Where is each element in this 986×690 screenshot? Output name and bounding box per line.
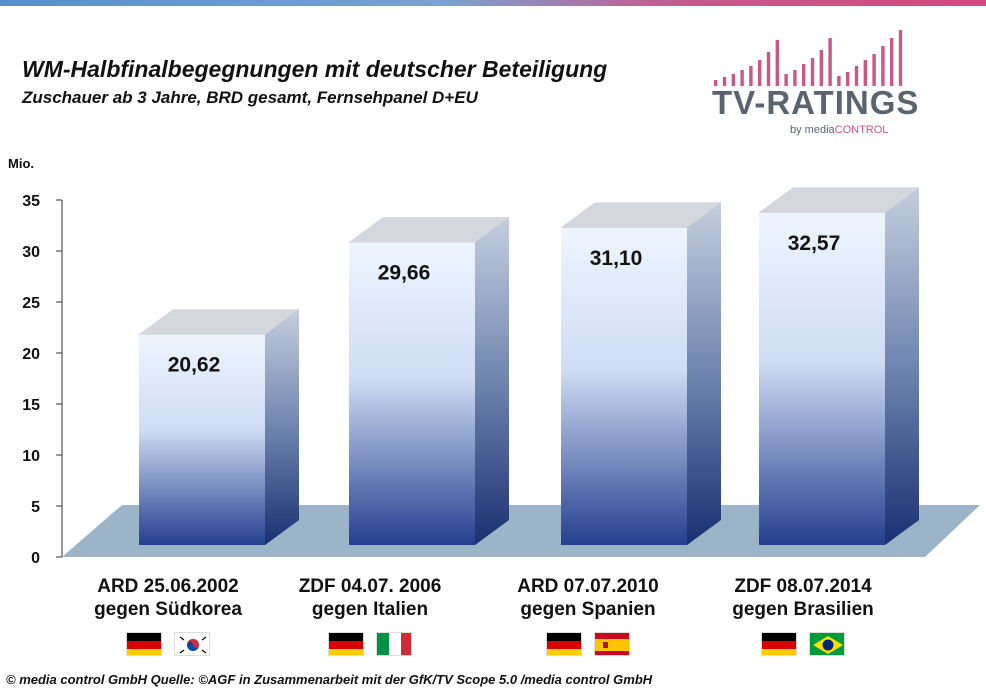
south-korea-flag — [174, 632, 210, 656]
y-tick-label: 20 — [22, 346, 40, 363]
y-tick-label: 5 — [31, 499, 40, 516]
logo-bar — [775, 40, 779, 86]
germany-flag — [126, 632, 162, 656]
bar-value-label: 32,57 — [788, 232, 841, 255]
logo-bar — [837, 76, 841, 86]
y-tick-label: 0 — [31, 550, 40, 567]
x-category-label: ARD 25.06.2002 gegen Südkorea — [68, 575, 268, 621]
y-axis-unit-label: Mio. — [8, 156, 34, 171]
x-category-label: ZDF 04.07. 2006 gegen Italien — [270, 575, 470, 621]
logo-bar — [758, 60, 762, 86]
brazil-flag — [809, 632, 845, 656]
logo-bar — [714, 80, 718, 86]
bar-side — [885, 187, 919, 545]
spain-flag — [594, 632, 630, 656]
logo-bar — [819, 50, 823, 86]
logo-bar — [731, 74, 735, 86]
top-accent-bar — [0, 0, 986, 6]
logo-bar — [722, 77, 727, 86]
x-category-label: ZDF 08.07.2014 gegen Brasilien — [703, 575, 903, 621]
x-category-line1: ZDF 08.07.2014 — [734, 576, 872, 597]
logo-bar — [749, 66, 753, 86]
source-note: © media control GmbH Quelle: ©AGF in Zus… — [6, 672, 653, 687]
bar-value-label: 29,66 — [378, 261, 431, 284]
logo-bar — [828, 38, 832, 86]
bar: 20,62 — [138, 309, 300, 545]
logo-sub-suffix: CONTROL — [834, 124, 889, 136]
germany-flag — [328, 632, 364, 656]
flag-pair — [68, 632, 268, 656]
flag-pair — [488, 632, 688, 656]
bar-value-label: 31,10 — [590, 247, 643, 270]
italy-flag — [376, 632, 412, 656]
bar: 31,10 — [560, 202, 722, 545]
bar-side — [265, 309, 299, 545]
bar-side — [687, 202, 721, 545]
bar-front — [759, 212, 885, 545]
x-category-label: ARD 07.07.2010 gegen Spanien — [488, 575, 688, 621]
bar-front — [139, 334, 265, 545]
logo-bar — [872, 54, 876, 86]
x-category-line2: gegen Spanien — [520, 599, 656, 620]
logo-bar — [766, 52, 771, 86]
bar-side — [475, 217, 509, 545]
logo-bar — [890, 38, 894, 86]
y-tick-label: 25 — [22, 295, 40, 312]
x-category-line1: ZDF 04.07. 2006 — [298, 576, 442, 597]
tv-ratings-logo-text: TV-RATINGS — [712, 84, 920, 121]
bar-value-label: 20,62 — [168, 354, 221, 377]
y-tick-label: 30 — [22, 244, 40, 261]
tv-ratings-logo-subtext: by mediaCONTROL — [790, 124, 888, 136]
chart-title: WM-Halbfinalbegegnungen mit deutscher Be… — [22, 56, 608, 82]
tv-ratings-logo-bars — [714, 30, 903, 86]
chart-subtitle: Zuschauer ab 3 Jahre, BRD gesamt, Fernse… — [22, 88, 478, 107]
logo-bar — [810, 58, 815, 86]
y-tick-label: 35 — [22, 193, 40, 210]
logo-bar — [854, 66, 859, 86]
logo-bar — [740, 70, 744, 86]
logo-sub-prefix: by media — [790, 124, 835, 136]
x-category-line2: gegen Südkorea — [94, 599, 242, 620]
logo-bar — [793, 70, 797, 86]
germany-flag — [761, 632, 797, 656]
bar-front — [561, 227, 687, 545]
bar-front — [349, 242, 475, 545]
logo-bar — [784, 74, 788, 86]
logo-bar — [881, 46, 885, 86]
x-category-line2: gegen Brasilien — [732, 599, 874, 620]
bar: 29,66 — [348, 217, 510, 545]
logo-bar — [802, 64, 806, 86]
y-tick-label: 10 — [22, 448, 40, 465]
x-category-line2: gegen Italien — [311, 599, 429, 620]
y-tick-label: 15 — [22, 397, 40, 414]
x-category-line1: ARD 07.07.2010 — [517, 576, 659, 597]
germany-flag — [546, 632, 582, 656]
logo-bar — [863, 60, 867, 86]
logo-bar — [846, 72, 850, 86]
flag-pair — [703, 632, 903, 656]
bar: 32,57 — [758, 187, 920, 545]
flag-pair — [270, 632, 470, 656]
x-category-line1: ARD 25.06.2002 — [97, 576, 239, 597]
logo-bar — [898, 30, 903, 86]
